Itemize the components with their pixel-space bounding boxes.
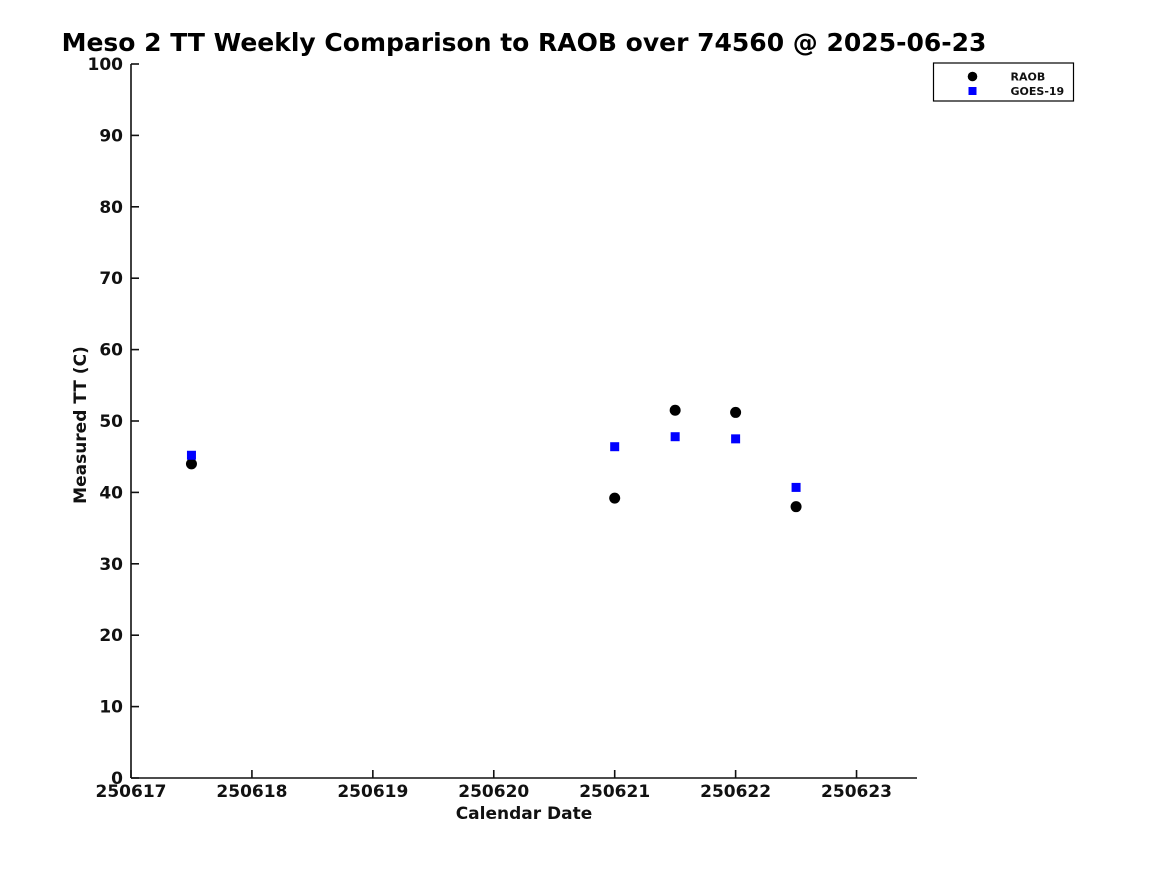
data-point-raob <box>790 501 802 513</box>
data-point-raob <box>185 458 197 470</box>
x-tick-label: 250620 <box>458 782 529 802</box>
chart-title: Meso 2 TT Weekly Comparison to RAOB over… <box>61 28 987 57</box>
y-tick-label: 40 <box>99 483 123 503</box>
legend-label-raob: RAOB <box>1011 71 1046 84</box>
x-tick-label: 250617 <box>96 782 167 802</box>
y-tick-label: 100 <box>88 55 124 75</box>
x-tick-label: 250618 <box>216 782 287 802</box>
y-axis-label: Measured TT (C) <box>71 346 91 504</box>
data-point-goes-19 <box>731 434 741 444</box>
x-tick-label: 250621 <box>579 782 650 802</box>
legend-marker-raob <box>967 71 978 82</box>
legend-marker-goes-19 <box>968 87 977 95</box>
data-point-goes-19 <box>610 442 620 452</box>
y-tick-label: 30 <box>99 555 123 575</box>
data-point-goes-19 <box>186 450 196 460</box>
y-tick-label: 20 <box>99 626 123 646</box>
y-tick-label: 80 <box>99 198 123 218</box>
data-point-goes-19 <box>670 432 680 442</box>
data-point-raob <box>609 492 621 504</box>
x-tick-label: 250622 <box>700 782 771 802</box>
legend-box <box>932 62 1075 102</box>
data-point-raob <box>730 406 742 418</box>
y-tick-label: 90 <box>99 126 123 146</box>
legend-label-goes-19: GOES-19 <box>1011 85 1065 98</box>
y-tick-label: 70 <box>99 269 123 289</box>
x-tick-label: 250623 <box>821 782 892 802</box>
y-tick-label: 50 <box>99 412 123 432</box>
y-tick-label: 10 <box>99 698 123 718</box>
x-tick-label: 250619 <box>337 782 408 802</box>
data-point-raob <box>669 404 681 416</box>
data-point-goes-19 <box>791 482 801 492</box>
y-tick-label: 60 <box>99 341 123 361</box>
y-tick-label: 0 <box>111 769 123 789</box>
x-axis-label: Calendar Date <box>455 804 593 824</box>
